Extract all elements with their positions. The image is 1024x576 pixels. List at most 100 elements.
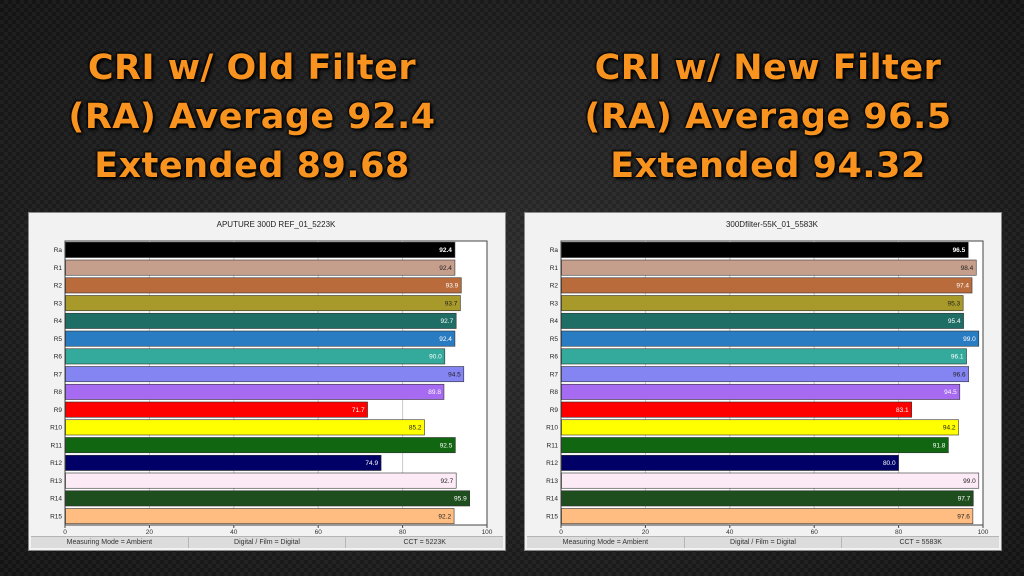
value-label-r12: 80.0 bbox=[883, 460, 896, 467]
bar-r13 bbox=[561, 472, 980, 489]
category-label-r6: R6 bbox=[550, 354, 559, 361]
bar-r11 bbox=[65, 437, 456, 454]
status-digital-film: Digital / Film = Digital bbox=[187, 537, 346, 548]
chart-panel-new-filter: 300Dfilter-55K_01_5583K 0 20 40 60 80 100 Ra 96.… bbox=[524, 212, 1002, 551]
bar-r14 bbox=[561, 490, 974, 507]
bar-r4 bbox=[65, 312, 457, 329]
x-tick-label: 100 bbox=[978, 529, 989, 535]
category-label-r7: R7 bbox=[550, 371, 559, 378]
status-cct: CCT = 5223K bbox=[345, 537, 503, 548]
headline-line-3: Extended 89.68 bbox=[94, 146, 410, 186]
value-label-r6: 96.1 bbox=[951, 354, 964, 361]
category-label-ra: Ra bbox=[550, 247, 559, 254]
value-label-r12: 74.9 bbox=[365, 460, 378, 467]
category-label-r10: R10 bbox=[546, 425, 558, 432]
category-label-r6: R6 bbox=[54, 354, 63, 361]
value-label-ra: 96.5 bbox=[953, 247, 966, 254]
bar-r9 bbox=[65, 401, 368, 418]
x-tick-label: 100 bbox=[482, 529, 493, 535]
status-measuring-mode: Measuring Mode = Ambient bbox=[66, 539, 153, 546]
x-tick-label: 40 bbox=[230, 529, 238, 535]
category-label-r10: R10 bbox=[50, 425, 62, 432]
headline-line-1: CRI w/ New Filter bbox=[594, 48, 942, 88]
category-label-r2: R2 bbox=[550, 283, 559, 290]
value-label-r11: 91.8 bbox=[933, 442, 946, 449]
chart-title: APUTURE 300D REF_01_5223K bbox=[217, 220, 336, 229]
value-label-r7: 94.5 bbox=[448, 371, 461, 378]
bar-r15 bbox=[561, 508, 974, 525]
bar-r12 bbox=[561, 454, 899, 471]
bar-r4 bbox=[561, 312, 964, 329]
bar-r3 bbox=[65, 295, 461, 312]
value-label-r15: 97.6 bbox=[957, 513, 970, 520]
cri-bar-chart-new-filter: 300Dfilter-55K_01_5583K 0 20 40 60 80 100 Ra 96.… bbox=[546, 220, 989, 535]
headline-line-2: (RA) Average 92.4 bbox=[68, 97, 436, 137]
x-tick-label: 40 bbox=[726, 529, 734, 535]
bar-r8 bbox=[561, 383, 961, 400]
x-tick-label: 80 bbox=[399, 529, 407, 535]
bar-r9 bbox=[561, 401, 912, 418]
status-bar: Measuring Mode = Ambient Digital / Film … bbox=[527, 536, 999, 548]
category-label-r12: R12 bbox=[546, 460, 558, 467]
category-label-r9: R9 bbox=[550, 407, 559, 414]
value-label-r14: 97.7 bbox=[958, 496, 971, 503]
value-label-ra: 92.4 bbox=[439, 247, 452, 254]
value-label-r1: 98.4 bbox=[961, 265, 974, 272]
value-label-r10: 85.2 bbox=[409, 425, 422, 432]
bar-r11 bbox=[561, 437, 949, 454]
x-tick-label: 0 bbox=[63, 529, 67, 535]
status-digital-film: Digital / Film = Digital bbox=[683, 537, 842, 548]
value-label-r5: 92.4 bbox=[439, 336, 452, 343]
chart-title: 300Dfilter-55K_01_5583K bbox=[726, 220, 819, 229]
value-label-r5: 99.0 bbox=[963, 336, 976, 343]
bar-r13 bbox=[65, 472, 457, 489]
bar-r1 bbox=[65, 259, 456, 276]
value-label-r14: 95.9 bbox=[454, 496, 467, 503]
bar-r5 bbox=[561, 330, 980, 347]
category-label-r7: R7 bbox=[54, 371, 63, 378]
x-tick-label: 20 bbox=[146, 529, 154, 535]
category-label-r13: R13 bbox=[50, 478, 62, 485]
bar-r6 bbox=[65, 348, 446, 365]
category-label-r14: R14 bbox=[546, 496, 558, 503]
value-label-r7: 96.6 bbox=[953, 371, 966, 378]
bar-r5 bbox=[65, 330, 456, 347]
bar-r7 bbox=[561, 366, 969, 383]
value-label-r6: 90.0 bbox=[429, 354, 442, 361]
headline-line-2: (RA) Average 96.5 bbox=[584, 97, 952, 137]
x-tick-label: 20 bbox=[642, 529, 650, 535]
x-tick-label: 0 bbox=[559, 529, 563, 535]
bar-r14 bbox=[65, 490, 470, 507]
bar-r2 bbox=[65, 277, 462, 294]
value-label-r15: 92.2 bbox=[438, 513, 451, 520]
value-label-r1: 92.4 bbox=[439, 265, 452, 272]
value-label-r2: 93.9 bbox=[446, 283, 459, 290]
category-label-r3: R3 bbox=[550, 300, 559, 307]
status-measuring-mode: Measuring Mode = Ambient bbox=[562, 539, 649, 546]
value-label-r2: 97.4 bbox=[956, 283, 969, 290]
value-label-r9: 83.1 bbox=[896, 407, 909, 414]
bar-r7 bbox=[65, 366, 465, 383]
bar-r3 bbox=[561, 295, 964, 312]
value-label-r13: 99.0 bbox=[963, 478, 976, 485]
category-label-r5: R5 bbox=[550, 336, 559, 343]
value-label-r4: 95.4 bbox=[948, 318, 961, 325]
category-label-r4: R4 bbox=[54, 318, 63, 325]
x-tick-label: 60 bbox=[315, 529, 323, 535]
value-label-r8: 94.5 bbox=[944, 389, 957, 396]
category-label-r13: R13 bbox=[546, 478, 558, 485]
bar-ra bbox=[561, 241, 969, 258]
category-label-r14: R14 bbox=[50, 496, 62, 503]
value-label-r9: 71.7 bbox=[352, 407, 365, 414]
category-label-r1: R1 bbox=[550, 265, 559, 272]
x-tick-label: 60 bbox=[811, 529, 819, 535]
category-label-r9: R9 bbox=[54, 407, 63, 414]
cri-bar-chart-old-filter: APUTURE 300D REF_01_5223K 0 20 40 60 80 100 Ra 9… bbox=[50, 220, 493, 535]
headline-line-3: Extended 94.32 bbox=[610, 146, 926, 186]
bar-ra bbox=[65, 241, 456, 258]
bar-r6 bbox=[561, 348, 967, 365]
value-label-r3: 95.3 bbox=[948, 300, 961, 307]
value-label-r13: 92.7 bbox=[441, 478, 454, 485]
bar-r12 bbox=[65, 454, 382, 471]
category-label-r2: R2 bbox=[54, 283, 63, 290]
